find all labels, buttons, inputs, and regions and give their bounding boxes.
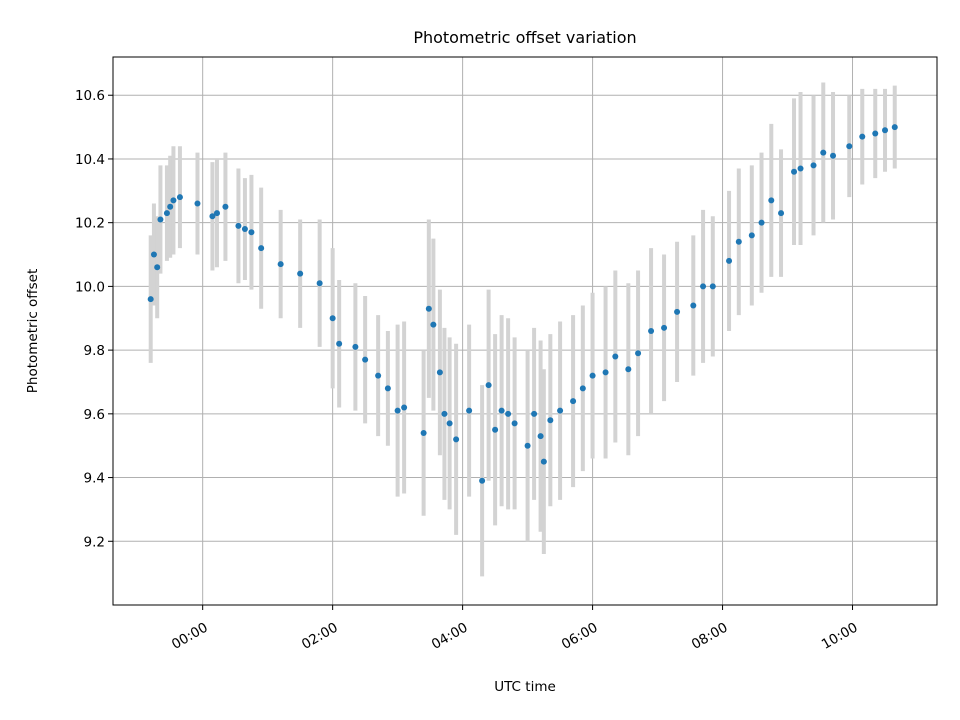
data-point: [661, 324, 668, 331]
data-point: [336, 340, 343, 347]
data-point: [420, 429, 427, 436]
data-point: [453, 436, 460, 443]
data-point: [537, 433, 544, 440]
data-point: [479, 477, 486, 484]
data-point: [258, 245, 265, 252]
data-point: [352, 343, 359, 350]
data-point: [277, 261, 284, 268]
data-point: [602, 369, 609, 376]
data-point: [157, 216, 164, 223]
data-point: [768, 197, 775, 204]
y-tick-label: 10.6: [75, 88, 105, 104]
y-tick-label: 9.2: [84, 534, 105, 550]
data-point: [540, 458, 547, 465]
data-point: [316, 280, 323, 287]
data-point: [690, 302, 697, 309]
data-point: [810, 162, 817, 169]
data-point: [430, 321, 437, 328]
data-point: [401, 404, 408, 411]
data-point: [441, 410, 448, 417]
data-point: [648, 328, 655, 334]
data-point: [362, 356, 369, 363]
data-point: [375, 372, 382, 379]
data-point: [505, 410, 512, 417]
data-point: [820, 149, 827, 156]
data-point: [241, 226, 248, 233]
y-tick-label: 9.4: [84, 471, 105, 487]
data-point: [222, 203, 229, 210]
data-point: [778, 210, 785, 217]
data-points: [147, 124, 898, 484]
data-point: [859, 133, 866, 140]
data-point: [154, 264, 161, 271]
data-point: [524, 442, 531, 449]
data-point: [150, 251, 157, 258]
y-tick-label: 9.6: [84, 407, 105, 423]
y-axis-label: Photometric offset: [25, 269, 41, 393]
data-point: [498, 407, 505, 414]
data-point: [176, 194, 183, 201]
data-point: [213, 210, 220, 217]
data-point: [846, 143, 853, 150]
data-point: [466, 407, 473, 414]
data-point: [891, 124, 898, 131]
data-point: [674, 308, 681, 315]
data-point: [297, 270, 304, 277]
data-point: [425, 305, 432, 312]
data-point: [791, 168, 798, 175]
data-point: [882, 127, 889, 134]
plot-frame: [112, 56, 938, 606]
data-point: [570, 398, 577, 405]
y-tick-label: 10.2: [75, 216, 105, 232]
data-point: [589, 372, 596, 379]
y-tick-label: 10.0: [75, 279, 105, 295]
data-point: [748, 232, 755, 239]
data-point: [625, 366, 632, 373]
y-axis-ticks: 9.2 9.4 9.6 9.8 10.0 10.2 10.4 10.6: [75, 88, 113, 550]
data-point: [531, 410, 538, 417]
data-point: [700, 283, 707, 290]
data-point: [735, 238, 742, 245]
x-axis-label: UTC time: [494, 679, 556, 695]
data-point: [547, 417, 554, 424]
data-point: [170, 197, 177, 204]
chart-title: Photometric offset variation: [413, 28, 636, 47]
data-point: [147, 296, 154, 303]
data-point: [612, 353, 619, 360]
data-point: [235, 222, 242, 229]
data-point: [436, 369, 443, 376]
data-point: [384, 385, 391, 392]
data-point: [194, 200, 201, 207]
data-point: [248, 229, 255, 236]
data-point: [511, 420, 518, 427]
data-point: [830, 152, 837, 159]
data-point: [485, 382, 492, 389]
data-point: [758, 219, 765, 226]
data-point: [209, 213, 216, 220]
data-point: [446, 420, 453, 427]
data-point: [492, 426, 499, 433]
data-point: [329, 315, 336, 322]
data-point: [709, 283, 716, 290]
data-point: [797, 165, 804, 172]
data-point: [167, 203, 174, 210]
data-point: [163, 210, 170, 217]
data-point: [726, 257, 733, 264]
y-tick-label: 10.4: [75, 152, 105, 168]
data-point: [872, 130, 879, 137]
data-point: [579, 385, 586, 392]
data-point: [635, 350, 642, 357]
y-tick-label: 9.8: [84, 343, 105, 359]
data-point: [394, 407, 401, 414]
data-point: [557, 407, 564, 414]
